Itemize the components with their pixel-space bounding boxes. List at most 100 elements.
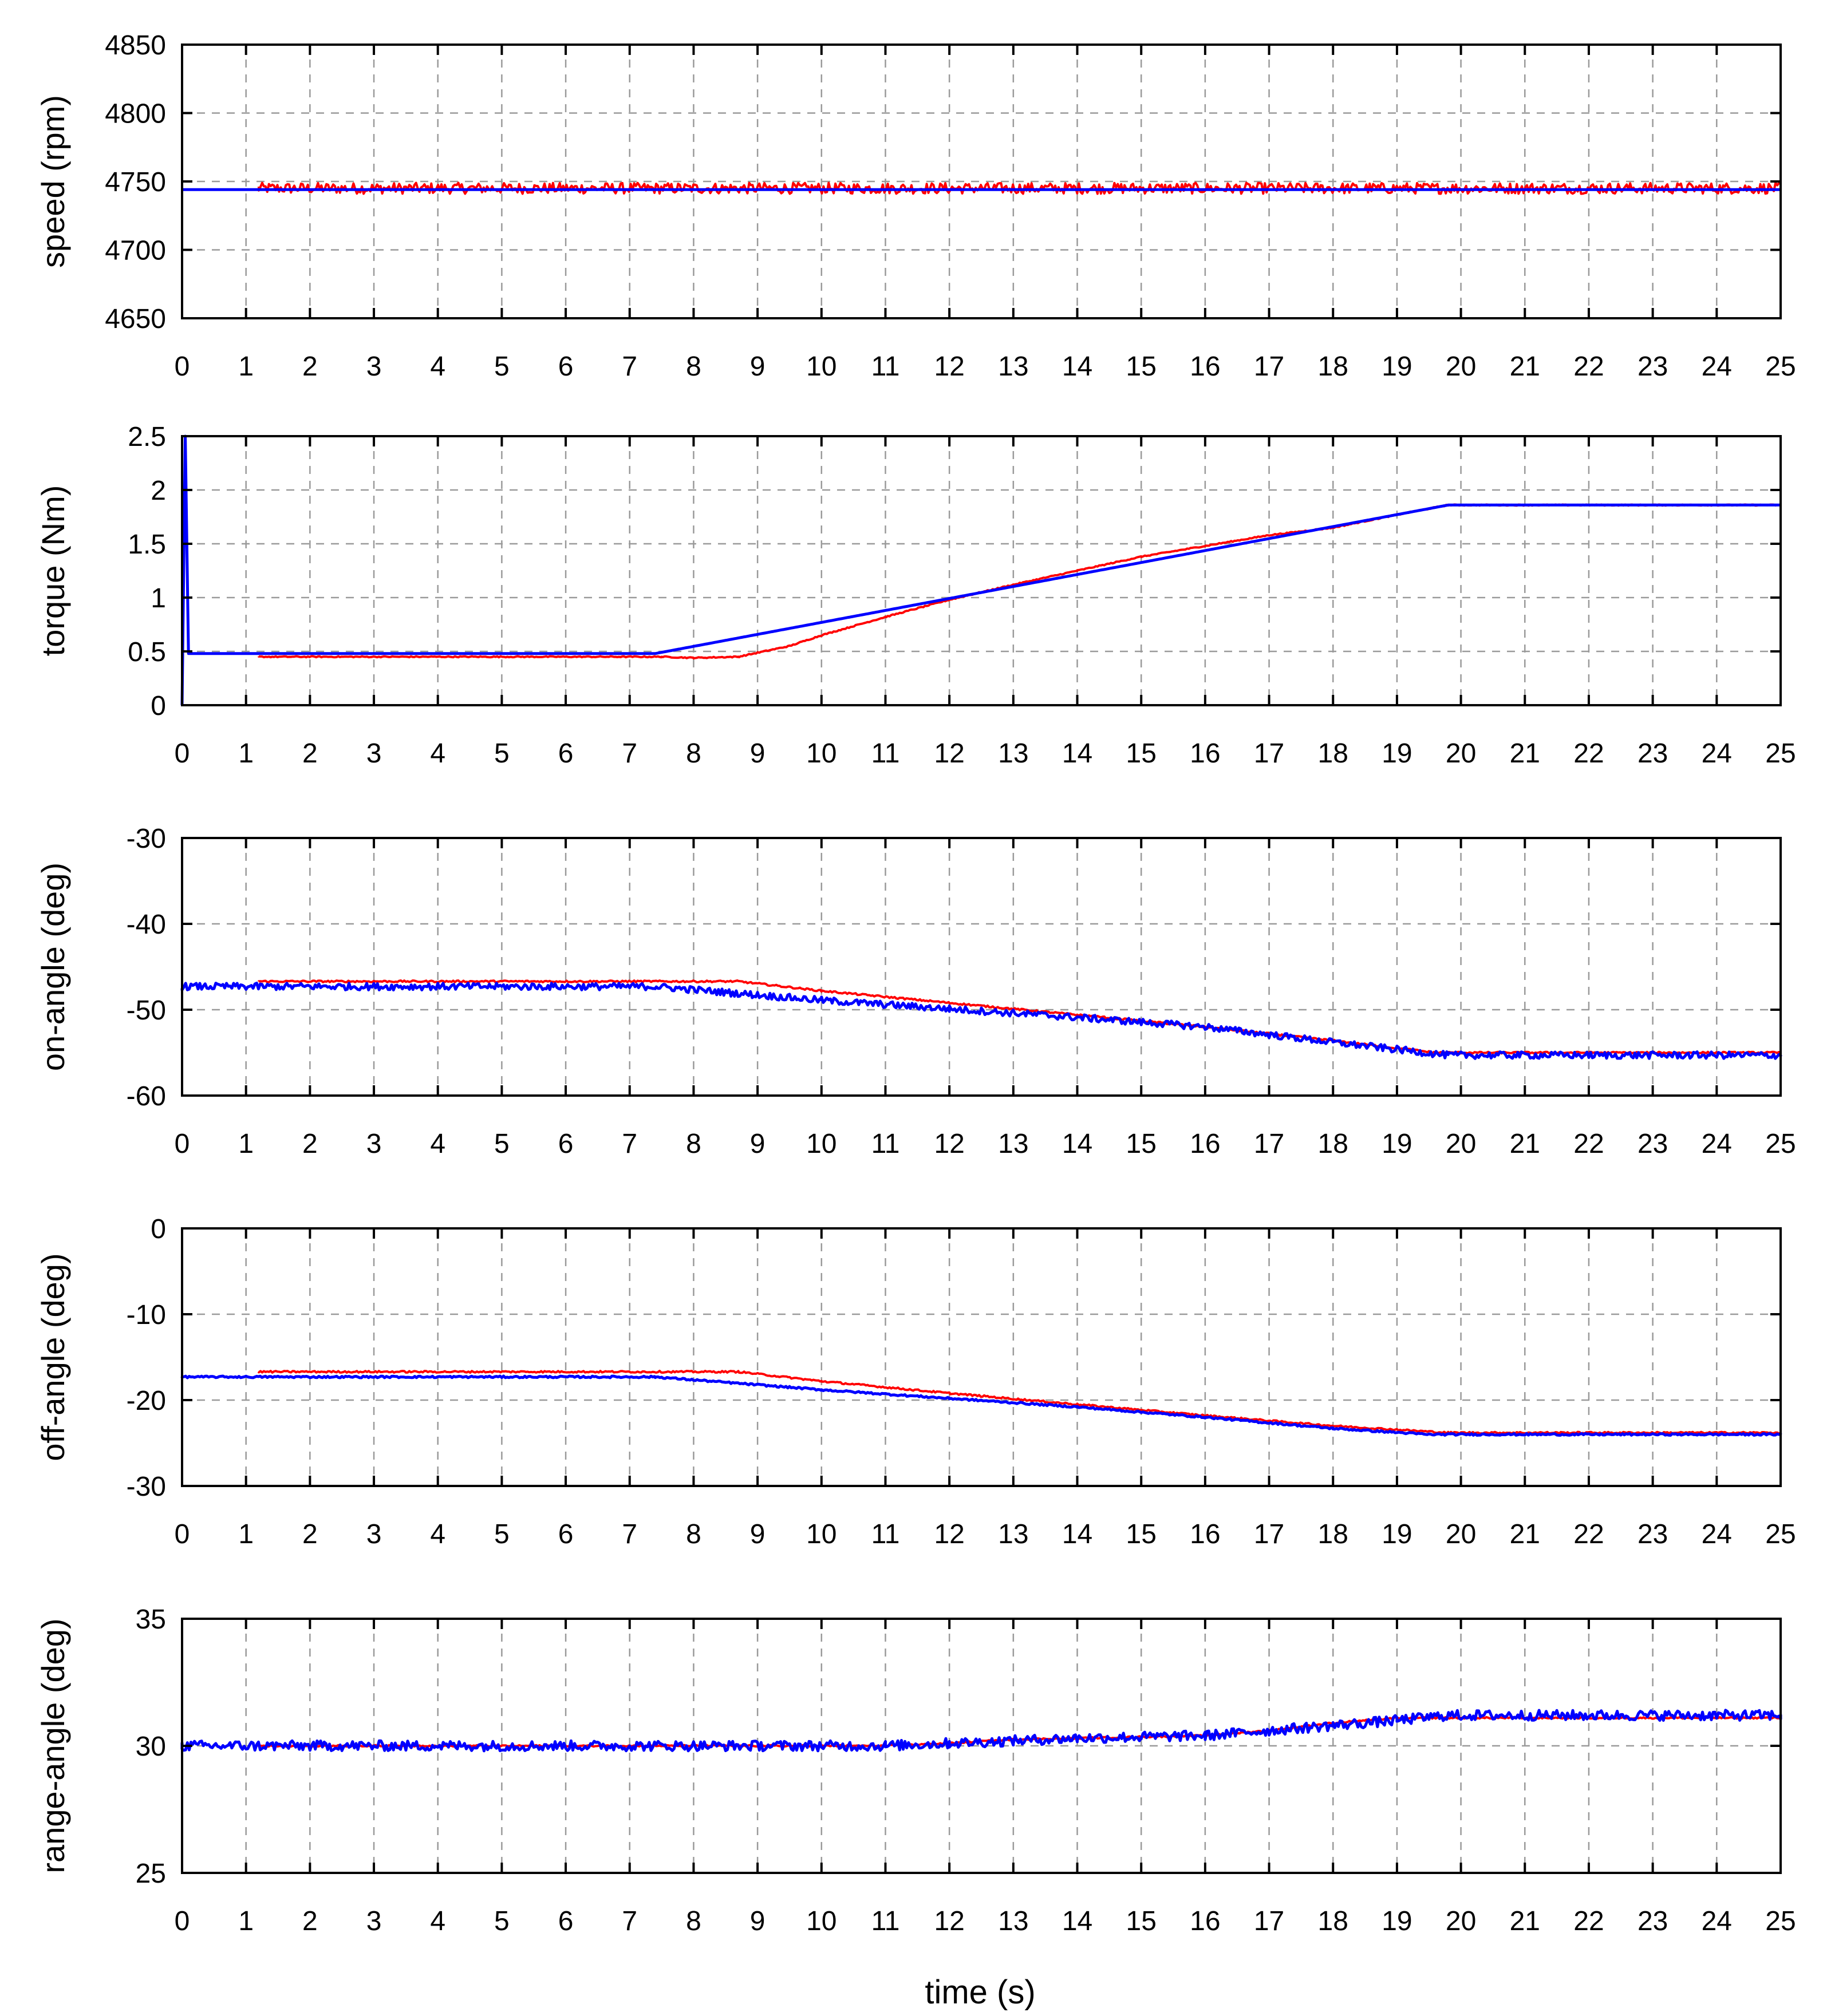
off-angle-series-blue [180, 1374, 1782, 1437]
on-angle-xtick-label: 18 [1318, 1129, 1348, 1159]
torque-ytick-label: 1 [151, 583, 166, 614]
on-angle-xtick-label: 23 [1637, 1129, 1668, 1159]
torque-xtick-label: 24 [1702, 738, 1732, 769]
off-angle-xtick-label: 20 [1446, 1519, 1476, 1549]
torque-series-blue [180, 434, 1781, 706]
subplot-on-angle: 0 1 2 3 4 5 6 7 8 9 10 11 12 13 14 15 16 17 18 19 20 21 22 23 24… [35, 824, 1796, 1159]
off-angle-xtick-label: 15 [1126, 1519, 1157, 1549]
torque-xtick-label: 25 [1765, 738, 1796, 769]
speed-xtick-label: 7 [622, 351, 637, 382]
range-angle-xtick-label: 7 [622, 1906, 637, 1936]
speed-ytick-label: 4800 [105, 99, 166, 129]
on-angle-xtick-label: 15 [1126, 1129, 1157, 1159]
on-angle-xtick-label: 14 [1062, 1129, 1092, 1159]
range-angle-xtick-label: 11 [871, 1906, 900, 1936]
torque-xtick-label: 1 [238, 738, 254, 769]
range-angle-xtick-label: 25 [1765, 1906, 1796, 1936]
speed-xtick-label: 21 [1510, 351, 1540, 382]
speed-xtick-label: 15 [1126, 351, 1157, 382]
torque-ytick-label: 0.5 [128, 637, 166, 667]
speed-xtick-label: 4 [430, 351, 445, 382]
torque-xtick-label: 7 [622, 738, 637, 769]
torque-y-axis-label: torque (Nm) [35, 485, 71, 657]
speed-xtick-label: 6 [558, 351, 574, 382]
speed-y-axis-label: speed (rpm) [35, 95, 71, 268]
torque-xtick-label: 5 [494, 738, 510, 769]
range-angle-xtick-label: 5 [494, 1906, 510, 1936]
speed-ytick-label: 4700 [105, 236, 166, 266]
x-axis-label: time (s) [925, 1974, 1035, 2011]
speed-xtick-label: 11 [871, 351, 900, 382]
torque-xtick-label: 8 [686, 738, 701, 769]
off-angle-xtick-label: 8 [686, 1519, 701, 1549]
on-angle-ytick-label: -50 [127, 995, 166, 1026]
torque-ytick-label: 1.5 [128, 529, 166, 560]
on-angle-xtick-label: 3 [366, 1129, 382, 1159]
speed-xtick-label: 14 [1062, 351, 1092, 382]
off-angle-xtick-label: 14 [1062, 1519, 1092, 1549]
range-angle-xtick-label: 3 [366, 1906, 382, 1936]
range-angle-xtick-label: 2 [302, 1906, 318, 1936]
on-angle-xtick-label: 10 [806, 1129, 836, 1159]
torque-ytick-label: 2.5 [128, 422, 166, 452]
torque-plot-frame [181, 435, 1782, 706]
off-angle-ytick-label: -20 [127, 1386, 166, 1416]
range-angle-series-blue [180, 1709, 1782, 1753]
on-angle-xtick-label: 17 [1254, 1129, 1284, 1159]
speed-xtick-label: 18 [1318, 351, 1348, 382]
off-angle-xtick-label: 5 [494, 1519, 510, 1549]
off-angle-ytick-label: -10 [127, 1300, 166, 1330]
speed-xtick-label: 12 [934, 351, 964, 382]
speed-xtick-label: 3 [366, 351, 382, 382]
off-angle-xtick-label: 25 [1765, 1519, 1796, 1549]
speed-xtick-label: 20 [1446, 351, 1476, 382]
off-angle-xtick-label: 0 [175, 1519, 190, 1549]
torque-ytick-label: 2 [151, 476, 166, 506]
off-angle-xtick-label: 16 [1190, 1519, 1220, 1549]
off-angle-xtick-label: 2 [302, 1519, 318, 1549]
range-angle-xtick-label: 8 [686, 1906, 701, 1936]
torque-xtick-label: 23 [1637, 738, 1668, 769]
range-angle-xtick-label: 17 [1254, 1906, 1284, 1936]
speed-xtick-label: 9 [750, 351, 765, 382]
range-angle-xtick-label: 18 [1318, 1906, 1348, 1936]
on-angle-xtick-label: 22 [1573, 1129, 1604, 1159]
range-angle-xtick-label: 13 [998, 1906, 1028, 1936]
off-angle-y-axis-label: off-angle (deg) [35, 1253, 71, 1461]
torque-xtick-label: 4 [430, 738, 445, 769]
range-angle-y-axis-label: range-angle (deg) [35, 1618, 71, 1873]
torque-xtick-label: 19 [1382, 738, 1412, 769]
on-angle-xtick-label: 6 [558, 1129, 574, 1159]
off-angle-xtick-label: 21 [1510, 1519, 1540, 1549]
off-angle-xtick-label: 7 [622, 1519, 637, 1549]
torque-xtick-label: 17 [1254, 738, 1284, 769]
on-angle-xtick-label: 4 [430, 1129, 445, 1159]
on-angle-series-blue [180, 982, 1782, 1060]
torque-xtick-label: 16 [1190, 738, 1220, 769]
range-angle-xtick-label: 20 [1446, 1906, 1476, 1936]
speed-xtick-label: 24 [1702, 351, 1732, 382]
range-angle-xtick-label: 1 [238, 1906, 254, 1936]
off-angle-xtick-label: 4 [430, 1519, 445, 1549]
speed-xtick-label: 0 [175, 351, 190, 382]
torque-xtick-label: 14 [1062, 738, 1092, 769]
speed-xtick-label: 8 [686, 351, 701, 382]
range-angle-ytick-label: 35 [136, 1604, 166, 1635]
torque-xtick-label: 11 [871, 738, 900, 769]
off-angle-ytick-label: -30 [127, 1472, 166, 1502]
off-angle-xtick-label: 13 [998, 1519, 1028, 1549]
torque-xtick-label: 20 [1446, 738, 1476, 769]
torque-xtick-label: 10 [806, 738, 836, 769]
torque-xtick-label: 2 [302, 738, 318, 769]
range-angle-xtick-label: 23 [1637, 1906, 1668, 1936]
on-angle-y-axis-label: on-angle (deg) [35, 863, 71, 1071]
speed-ytick-label: 4850 [105, 30, 166, 61]
on-angle-ytick-label: -30 [127, 824, 166, 854]
torque-series-red [258, 503, 1782, 660]
off-angle-xtick-label: 23 [1637, 1519, 1668, 1549]
speed-xtick-label: 25 [1765, 351, 1796, 382]
range-angle-ytick-label: 25 [136, 1859, 166, 1889]
speed-xtick-label: 19 [1382, 351, 1412, 382]
torque-xtick-label: 12 [934, 738, 964, 769]
